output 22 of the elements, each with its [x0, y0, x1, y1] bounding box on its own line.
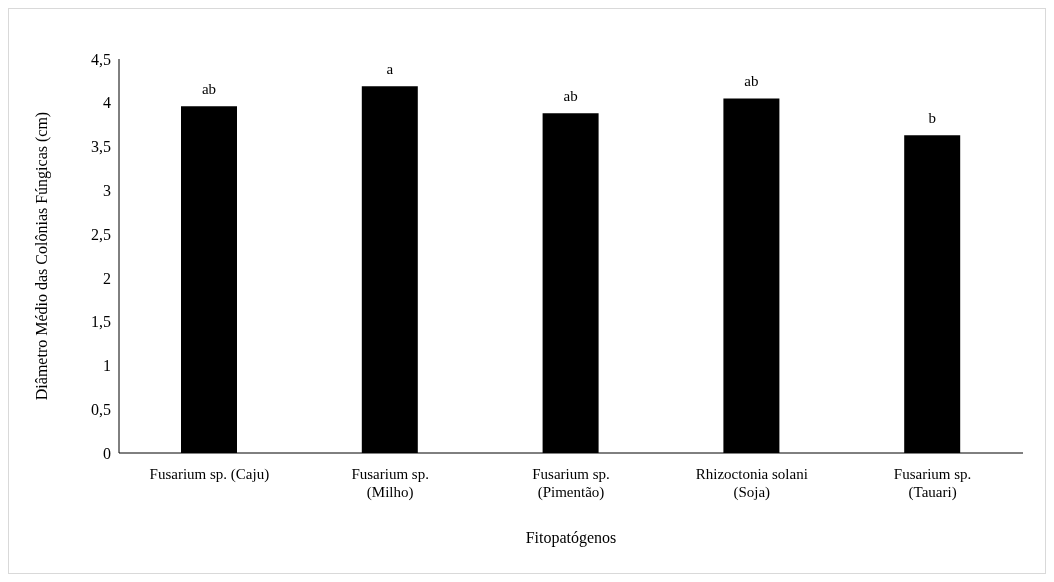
- x-tick-label: Fusarium sp. (Tauari): [893, 466, 972, 501]
- annotation: ab: [563, 88, 578, 105]
- y-tick-label: 2: [103, 269, 111, 287]
- annotation: b: [928, 110, 936, 127]
- y-tick-label: 0: [103, 444, 111, 462]
- y-tick-label: 0,5: [91, 400, 111, 418]
- y-tick-label: 1,5: [91, 313, 111, 331]
- y-tick-label: 4: [103, 94, 111, 112]
- x-tick-label: Rhizoctonia solani (Soja): [695, 466, 808, 501]
- annotation: ab: [201, 81, 217, 98]
- y-tick-label: 4,5: [91, 50, 111, 68]
- x-tick-label: Fusarium sp. (Caju): [149, 466, 270, 483]
- x-tick-label: Fusarium sp. (Milho): [351, 466, 429, 501]
- annotation: a: [386, 61, 394, 78]
- x-tick-label: Fusarium sp. (Pimentão): [532, 466, 610, 501]
- y-tick-label: 2,5: [91, 225, 111, 243]
- y-tick-label: 3: [103, 182, 111, 200]
- x-axis-title: Fitopatógenos: [525, 529, 617, 547]
- y-tick-label: 1: [103, 357, 111, 375]
- y-axis-title: Diâmetro Médio das Colônias Fúngicas (cm): [32, 111, 51, 401]
- annotation: ab: [744, 73, 759, 90]
- y-tick-label: 3,5: [91, 138, 111, 156]
